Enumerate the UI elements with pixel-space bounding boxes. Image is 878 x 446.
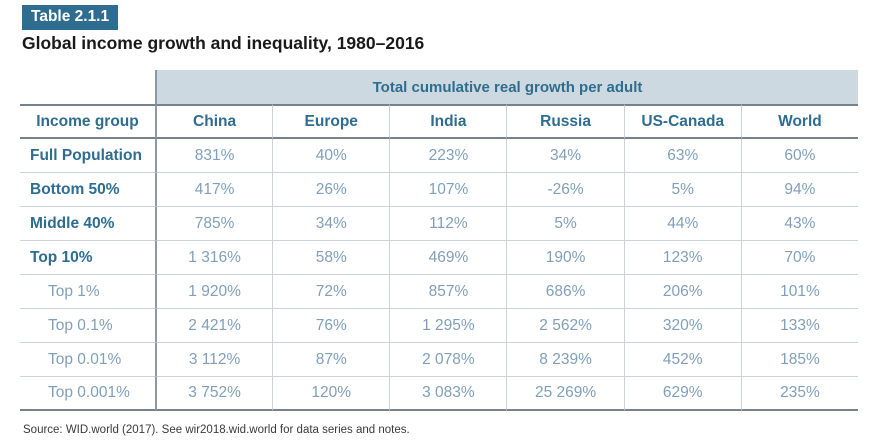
table-cell: 120%: [272, 377, 390, 411]
table-cell: 70%: [740, 241, 858, 275]
table-cell: 43%: [740, 207, 858, 241]
table-cell: 101%: [740, 275, 858, 309]
table-cell: 123%: [623, 241, 741, 275]
table-title: Global income growth and inequality, 198…: [22, 33, 425, 53]
row-label: Top 0.01%: [20, 343, 155, 377]
table-cell: 87%: [272, 343, 390, 377]
table-cell: 469%: [389, 241, 507, 275]
table-cell: 785%: [155, 207, 273, 241]
column-header-us-canada: US-Canada: [623, 104, 741, 139]
table-cell: 44%: [623, 207, 741, 241]
row-label: Top 0.001%: [20, 377, 155, 411]
table-cell: 223%: [389, 139, 507, 173]
table-cell: 2 078%: [389, 343, 507, 377]
table-cell: 3 083%: [389, 377, 507, 411]
table-cell: 686%: [506, 275, 624, 309]
table-cell: 107%: [389, 173, 507, 207]
column-header-europe: Europe: [272, 104, 390, 139]
table-cell: 34%: [272, 207, 390, 241]
table-cell: 3 112%: [155, 343, 273, 377]
table-cell: 5%: [623, 173, 741, 207]
table-cell: 629%: [623, 377, 741, 411]
table-cell: 34%: [506, 139, 624, 173]
table-cell: 2 562%: [506, 309, 624, 343]
table-cell: 452%: [623, 343, 741, 377]
table-cell: 40%: [272, 139, 390, 173]
table-cell: 26%: [272, 173, 390, 207]
table-cell: 417%: [155, 173, 273, 207]
table-cell: 185%: [740, 343, 858, 377]
table-cell: 76%: [272, 309, 390, 343]
table-cell: 1 316%: [155, 241, 273, 275]
table-cell: -26%: [506, 173, 624, 207]
table-cell: 5%: [506, 207, 624, 241]
table-cell: 112%: [389, 207, 507, 241]
table-cell: 1 295%: [389, 309, 507, 343]
table-number-badge: Table 2.1.1: [22, 5, 119, 30]
table-cell: 831%: [155, 139, 273, 173]
table-cell: 1 920%: [155, 275, 273, 309]
row-label: Middle 40%: [20, 207, 155, 241]
column-header-china: China: [155, 104, 273, 139]
table-cell: 235%: [740, 377, 858, 411]
table-cell: 133%: [740, 309, 858, 343]
table-cell: 857%: [389, 275, 507, 309]
table-cell: 58%: [272, 241, 390, 275]
table-cell: 190%: [506, 241, 624, 275]
column-header-income-group: Income group: [20, 104, 155, 139]
table-cell: 3 752%: [155, 377, 273, 411]
row-label: Top 0.1%: [20, 309, 155, 343]
table-cell: 2 421%: [155, 309, 273, 343]
table-cell: 8 239%: [506, 343, 624, 377]
column-group-header: Total cumulative real growth per adult: [155, 70, 858, 104]
row-label: Top 10%: [20, 241, 155, 275]
row-label: Full Population: [20, 139, 155, 173]
table-cell: 206%: [623, 275, 741, 309]
table-cell: 320%: [623, 309, 741, 343]
column-header-world: World: [740, 104, 858, 139]
column-header-russia: Russia: [506, 104, 624, 139]
table-cell: 60%: [740, 139, 858, 173]
row-label: Bottom 50%: [20, 173, 155, 207]
row-label: Top 1%: [20, 275, 155, 309]
table-cell: 63%: [623, 139, 741, 173]
income-growth-table: Total cumulative real growth per adult In…: [20, 70, 858, 411]
table-cell: 25 269%: [506, 377, 624, 411]
table-cell: 94%: [740, 173, 858, 207]
source-note: Source: WID.world (2017). See wir2018.wi…: [23, 424, 410, 436]
column-header-india: India: [389, 104, 507, 139]
table-cell: 72%: [272, 275, 390, 309]
